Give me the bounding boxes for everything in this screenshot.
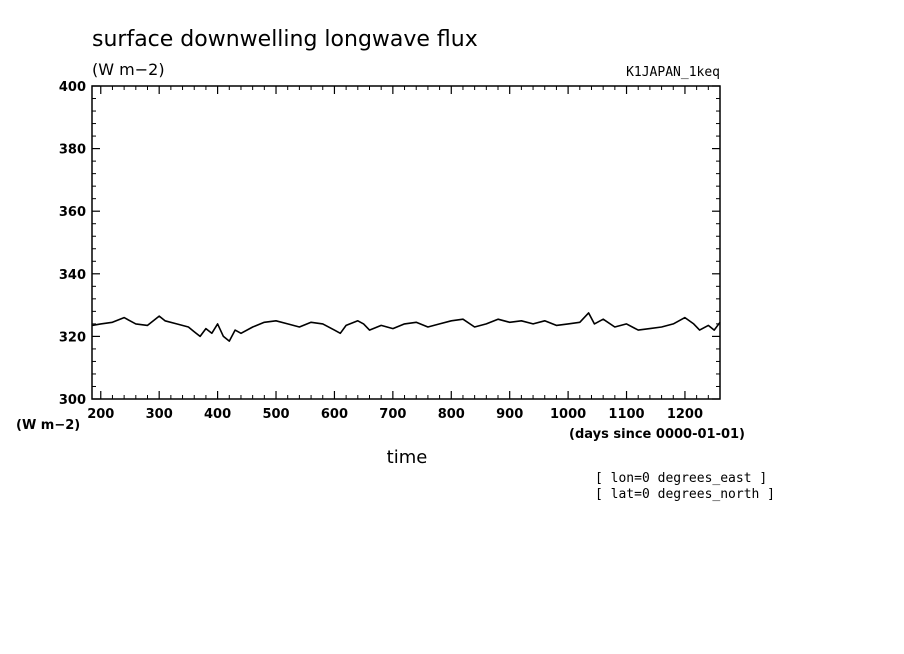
x-axis-label: time <box>387 447 428 468</box>
y-tick-label: 400 <box>59 80 86 95</box>
dataset-label: K1JAPAN_1keq <box>626 65 720 80</box>
y-axis-units: (W m−2) <box>16 418 80 433</box>
x-tick-label: 700 <box>379 407 406 422</box>
x-tick-label: 1100 <box>608 407 644 422</box>
x-tick-label: 1200 <box>667 407 703 422</box>
annotation-lat: [ lat=0 degrees_north ] <box>595 487 775 502</box>
series-line <box>91 312 721 342</box>
x-tick-label: 300 <box>146 407 173 422</box>
plot-border <box>91 85 721 400</box>
chart-units: (W m−2) <box>92 60 165 79</box>
y-tick-label: 380 <box>59 143 86 158</box>
x-axis: 200 300 400 500 600 700 800 900 1000 1100 1200 <box>87 86 721 422</box>
y-tick-label: 360 <box>59 205 86 220</box>
x-tick-label: 900 <box>496 407 523 422</box>
y-tick-label: 300 <box>59 393 86 408</box>
annotation-lon: [ lon=0 degrees_east ] <box>595 471 767 486</box>
x-tick-label: 500 <box>262 407 289 422</box>
x-tick-label: 800 <box>438 407 465 422</box>
x-tick-label: 200 <box>87 407 114 422</box>
x-tick-label: 600 <box>321 407 348 422</box>
y-tick-label: 320 <box>59 330 86 345</box>
y-tick-label: 340 <box>59 268 86 283</box>
chart-title: surface downwelling longwave flux <box>92 27 478 52</box>
plot-frame <box>91 85 721 400</box>
x-tick-label: 1000 <box>550 407 586 422</box>
x-tick-label: 400 <box>204 407 231 422</box>
x-axis-units: (days since 0000-01-01) <box>569 427 745 442</box>
y-axis: 300 320 340 360 380 400 <box>59 80 720 408</box>
